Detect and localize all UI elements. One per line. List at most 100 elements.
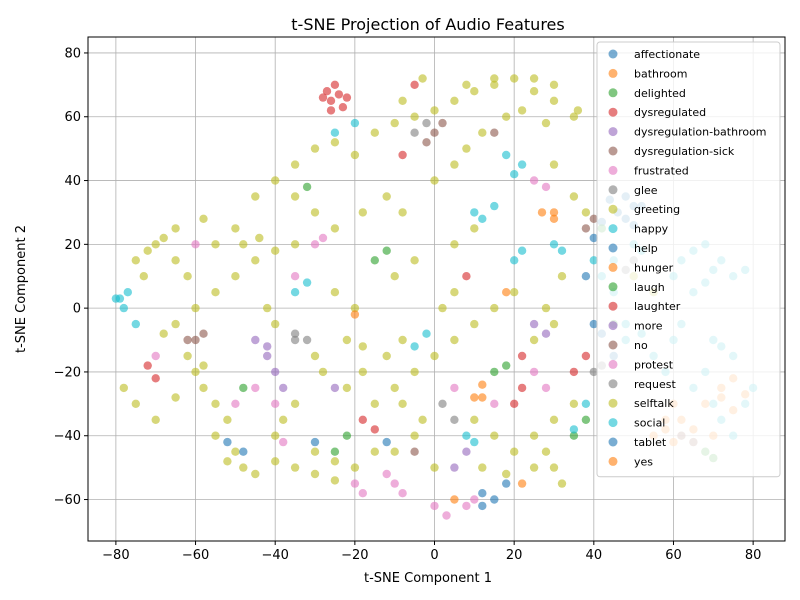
data-point [517, 160, 527, 169]
y-tick-label: 40 [64, 174, 81, 189]
data-point [382, 246, 391, 255]
legend-box [596, 41, 781, 478]
data-point [251, 469, 260, 479]
data-point [510, 399, 519, 408]
data-point [330, 383, 340, 393]
data-point [350, 479, 360, 488]
legend-marker [608, 107, 618, 117]
data-point [410, 447, 419, 456]
data-point [569, 425, 579, 434]
legend-item: laugh [608, 281, 665, 294]
legend-marker [608, 437, 618, 447]
plot-frame [87, 36, 786, 542]
data-point [199, 329, 208, 338]
data-point [510, 74, 519, 83]
data-point [490, 495, 499, 504]
data-point [450, 415, 459, 424]
legend-marker [608, 456, 618, 466]
data-point [231, 272, 240, 281]
data-point [350, 310, 360, 319]
data-point [581, 224, 591, 233]
data-point [290, 272, 300, 281]
data-point [422, 329, 431, 338]
data-point [557, 479, 567, 488]
data-point [541, 182, 551, 192]
data-point [502, 479, 511, 488]
legend-label: greeting [634, 203, 680, 216]
data-point [549, 319, 559, 329]
data-point [470, 208, 479, 217]
y-tick-label: −20 [54, 365, 81, 380]
data-point [470, 495, 479, 504]
data-point [231, 447, 240, 456]
data-point [171, 393, 180, 402]
data-point [490, 303, 499, 313]
legend-label: hunger [634, 261, 674, 274]
legend-item: more [608, 320, 663, 333]
data-point [382, 192, 391, 201]
x-tick-label: 40 [586, 548, 603, 563]
data-point [517, 479, 527, 488]
data-point [418, 415, 427, 424]
legend-marker [608, 185, 618, 195]
data-point [430, 176, 439, 185]
data-point [191, 367, 200, 377]
data-point [310, 144, 320, 153]
data-point [279, 415, 288, 424]
data-point [462, 80, 471, 90]
data-point [430, 128, 439, 137]
data-point [517, 106, 527, 115]
data-point [569, 399, 579, 408]
chart-title: t-SNE Projection of Audio Features [291, 15, 564, 34]
data-point [450, 335, 459, 345]
legend-label: dysregulation-bathroom [634, 126, 767, 139]
legend-item: request [608, 378, 677, 391]
legend-item: tablet [608, 436, 667, 449]
x-tick-label: −60 [182, 548, 209, 563]
y-tick-label: 80 [64, 46, 81, 61]
data-point [478, 501, 487, 511]
data-point [450, 160, 459, 169]
data-point [517, 246, 527, 255]
data-point [569, 192, 579, 201]
data-point [569, 367, 579, 377]
data-point [410, 112, 419, 121]
data-point [310, 447, 320, 456]
x-tick-label: −40 [261, 548, 288, 563]
data-point [199, 383, 208, 393]
data-point [430, 501, 439, 511]
data-point [199, 214, 208, 223]
data-point [211, 431, 220, 440]
data-point [251, 335, 260, 345]
data-point [569, 431, 579, 440]
data-point [557, 246, 567, 255]
data-point [541, 303, 551, 313]
data-point [231, 399, 240, 408]
data-point [490, 74, 499, 83]
data-point [239, 463, 248, 472]
data-point [239, 383, 248, 393]
data-point [223, 415, 232, 424]
data-point [470, 393, 479, 402]
data-point [302, 278, 312, 287]
data-point [251, 192, 260, 201]
data-point [382, 469, 391, 479]
legend-item: social [608, 417, 665, 430]
data-point [529, 367, 539, 377]
data-point [251, 383, 260, 393]
data-point [398, 335, 407, 345]
data-point [410, 128, 419, 137]
legend-label: bathroom [634, 67, 687, 80]
data-point [549, 240, 559, 249]
legend-label: request [634, 378, 677, 391]
series-selftalk [131, 74, 583, 488]
data-point [318, 93, 328, 102]
series-laughter [358, 272, 591, 434]
data-point [478, 393, 487, 402]
data-point [255, 233, 264, 243]
legend-item: help [608, 242, 658, 255]
data-point [382, 351, 391, 361]
legend-label: no [634, 339, 648, 352]
data-point [390, 118, 399, 128]
data-point [529, 431, 539, 440]
